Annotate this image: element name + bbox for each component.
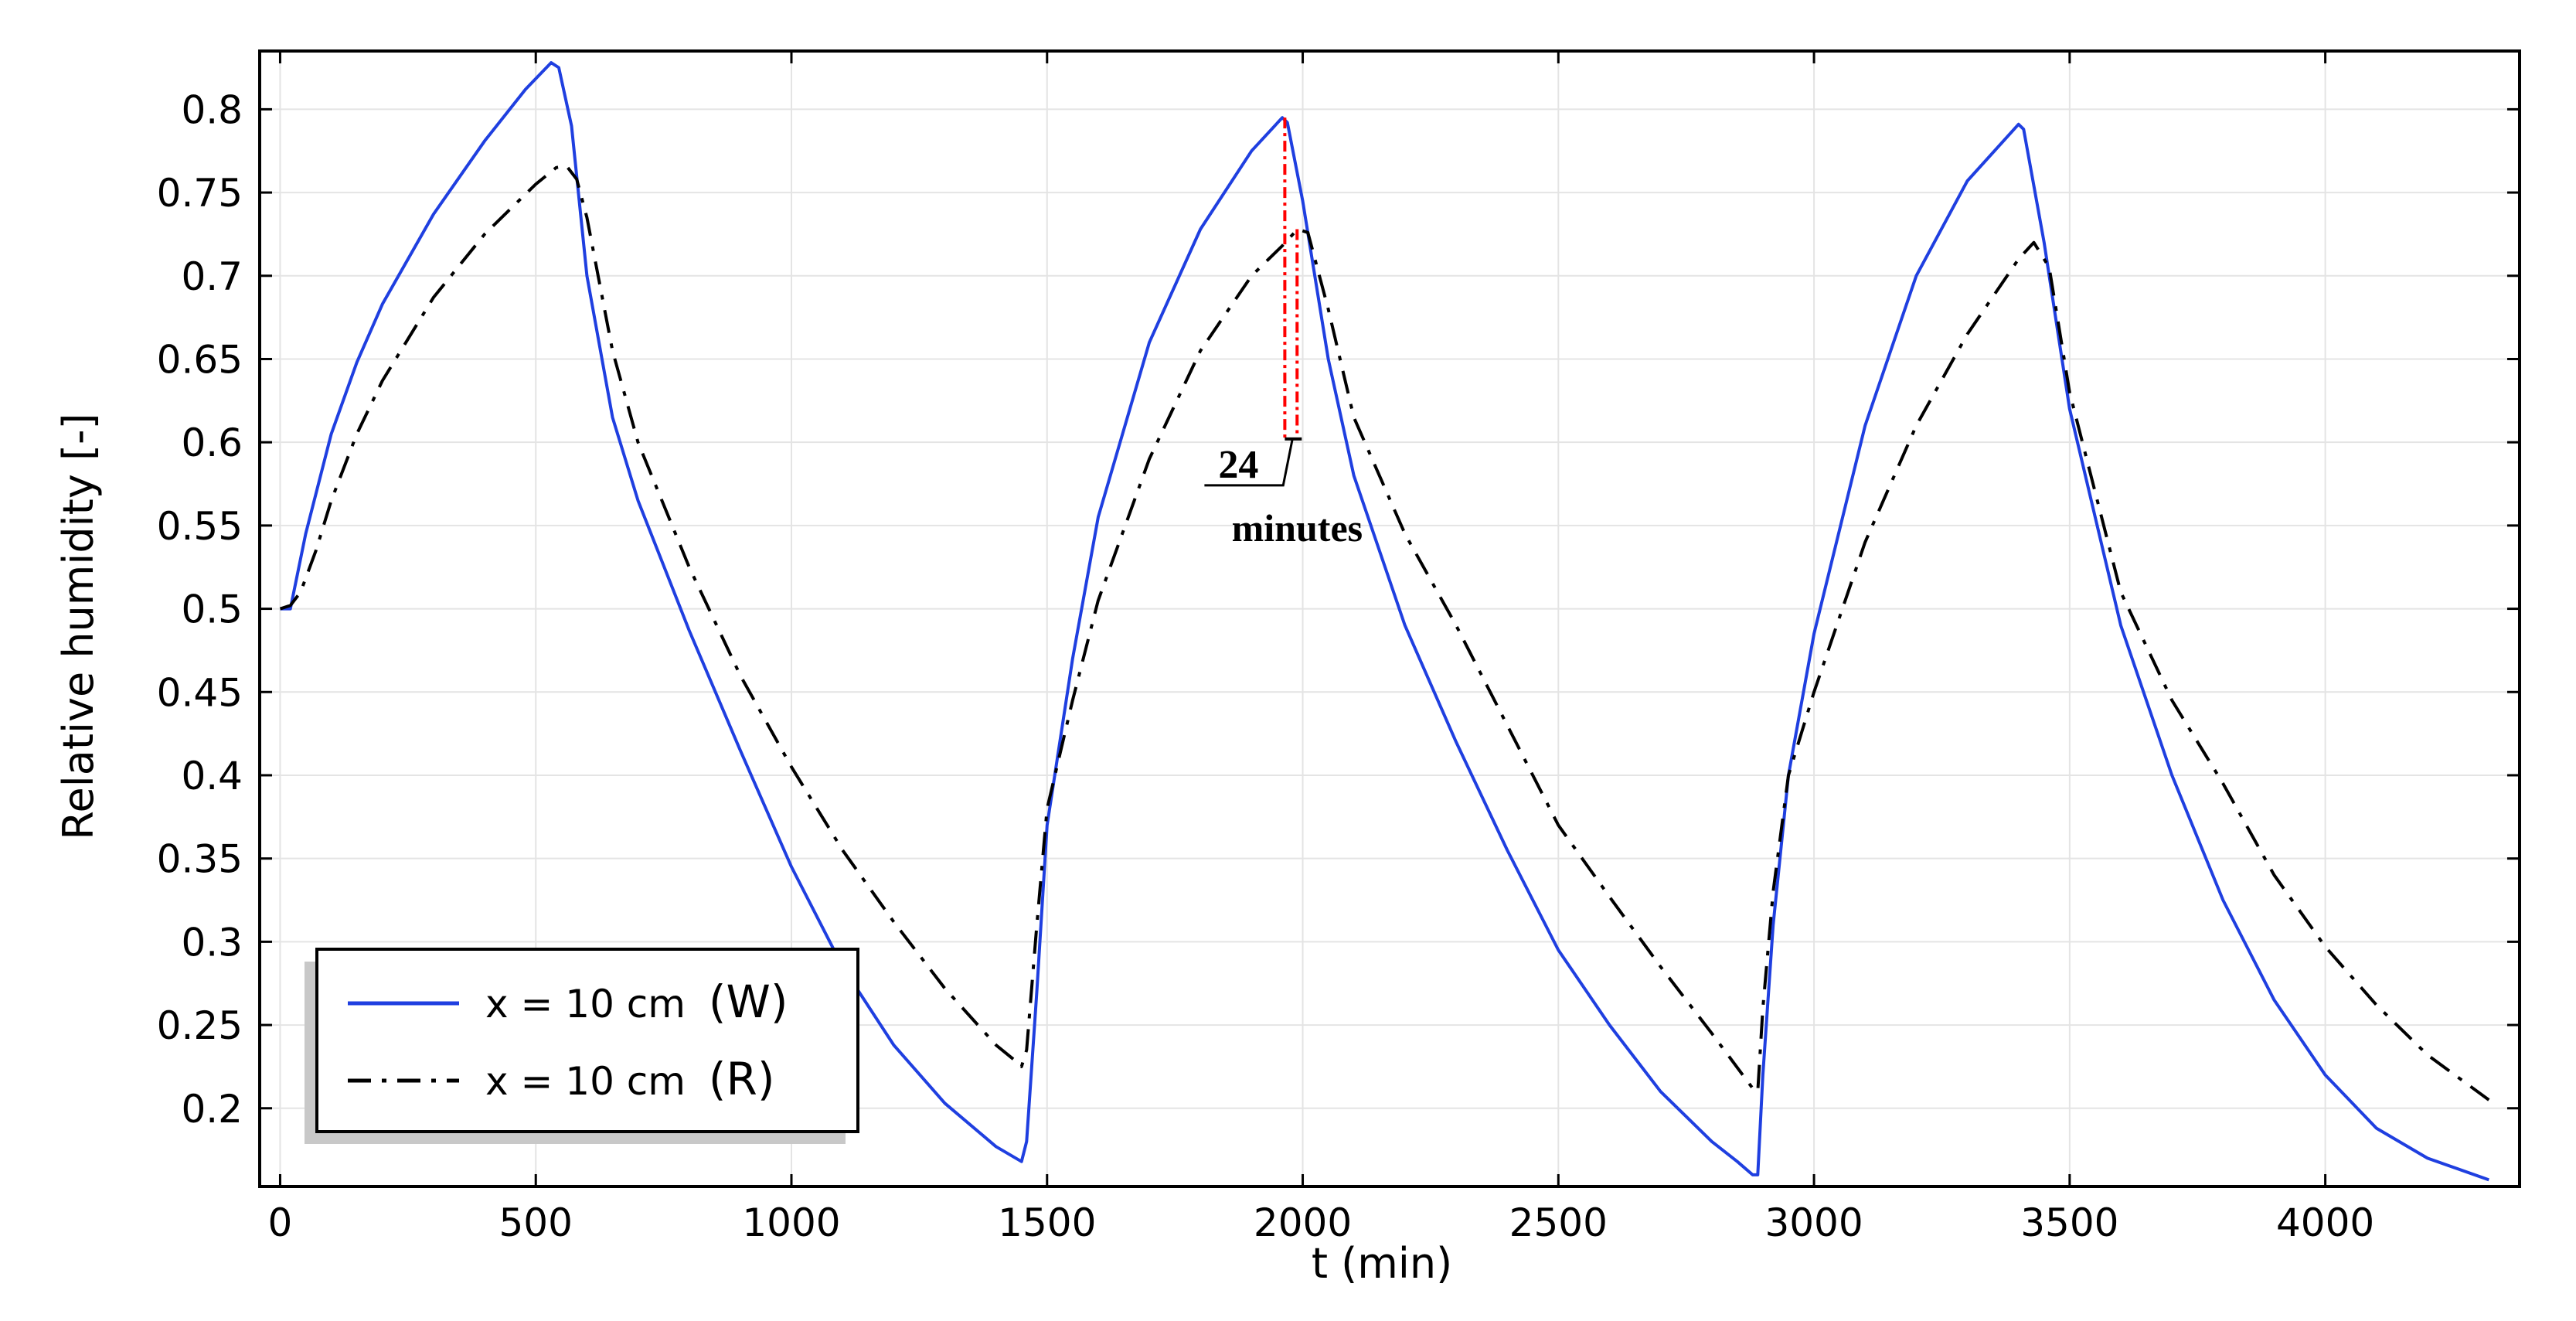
annotation-unit: minutes	[1232, 506, 1363, 550]
legend-label-w-prefix: x = 10 cm	[485, 982, 686, 1026]
y-tick-label: 0.45	[157, 670, 243, 715]
y-tick-label: 0.8	[181, 87, 243, 132]
x-tick-label: 2500	[1509, 1200, 1608, 1245]
x-tick-label: 3000	[1764, 1200, 1863, 1245]
series-line-r	[279, 164, 2490, 1101]
y-tick-label: 0.2	[181, 1087, 243, 1132]
x-axis-label: t (min)	[1312, 1239, 1452, 1288]
legend-label-r: x = 10 cm (R)	[485, 1053, 774, 1105]
legend-label-w-tag: (W)	[709, 975, 788, 1028]
y-tick-label: 0.55	[157, 504, 243, 549]
x-tick-label: 2000	[1254, 1200, 1352, 1245]
y-tick-label: 0.6	[181, 420, 243, 465]
y-tick-label: 0.4	[181, 754, 243, 798]
x-tick-label: 1500	[998, 1200, 1096, 1245]
x-tick-label: 4000	[2276, 1200, 2374, 1245]
legend-label-r-prefix: x = 10 cm	[485, 1059, 686, 1104]
plot-frame	[258, 49, 2521, 1188]
y-tick-label: 0.5	[181, 587, 243, 632]
y-tick-label: 0.7	[181, 254, 243, 299]
legend-label-w: x = 10 cm (W)	[485, 975, 788, 1028]
x-tick-label: 500	[499, 1200, 573, 1245]
x-tick-label: 1000	[742, 1200, 840, 1245]
axis-ticks: 0 500 1000 1500 2000 2500 3000 3500 4000 0.2 0.25 0…	[157, 51, 2520, 1245]
y-axis-label: Relative humidity [-]	[54, 413, 103, 839]
y-tick-label: 0.25	[157, 1003, 243, 1048]
annotation-value: 24	[1218, 443, 1258, 487]
series-line-w	[280, 61, 2489, 1182]
y-tick-label: 0.75	[157, 171, 243, 216]
y-tick-label: 0.3	[181, 920, 243, 965]
y-tick-label: 0.65	[157, 337, 243, 382]
legend: x = 10 cm (W) x = 10 cm (R)	[305, 948, 859, 1144]
y-tick-label: 0.35	[157, 837, 243, 882]
legend-box	[315, 948, 859, 1133]
legend-label-r-tag: (R)	[709, 1053, 775, 1105]
x-tick-label: 0	[268, 1200, 293, 1245]
series-layer	[279, 61, 2490, 1182]
annotation-leader	[1204, 438, 1294, 487]
duration-annotation: 24 minutes	[1204, 117, 1363, 550]
x-tick-label: 3500	[2020, 1200, 2118, 1245]
